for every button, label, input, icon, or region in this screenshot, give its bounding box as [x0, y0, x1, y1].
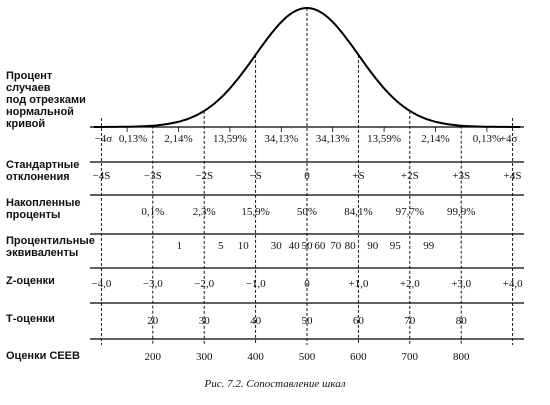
label-cumulative-percents: Накопленные проценты — [6, 197, 81, 221]
sd-label: +S — [352, 170, 364, 182]
ceeb-score-label: 600 — [350, 351, 367, 363]
label-z-scores: Z-оценки — [6, 275, 55, 287]
percentile-label: 10 — [238, 240, 250, 252]
z-score-label: −3,0 — [143, 278, 163, 290]
z-score-label: −2,0 — [194, 278, 214, 290]
ceeb-score-label: 500 — [299, 351, 316, 363]
z-score-label: 0 — [304, 278, 310, 290]
cumulative-label: 50% — [297, 206, 317, 218]
segment-percent-label: 0,13% — [473, 133, 501, 145]
cumulative-label: 97,7% — [396, 206, 424, 218]
t-score-label: 70 — [404, 315, 416, 327]
cumulative-label: 15,9% — [241, 206, 269, 218]
sd-label: −4S — [92, 170, 110, 182]
ceeb-score-label: 200 — [145, 351, 162, 363]
segment-percent-label: 2,14% — [421, 133, 449, 145]
z-score-label: −4,0 — [91, 278, 111, 290]
percentile-label: 60 — [314, 240, 326, 252]
segment-percent-label: 34,13% — [264, 133, 298, 145]
t-score-label: 60 — [353, 315, 365, 327]
percentile-label: 50 — [302, 240, 314, 252]
label-percentile-equivalents: Процентильные эквиваленты — [6, 235, 95, 259]
sigma-end-right-label: +4σ — [500, 133, 518, 145]
t-score-label: 80 — [456, 315, 468, 327]
t-score-label: 50 — [302, 315, 314, 327]
sd-label: +4S — [504, 170, 522, 182]
figure-caption: Рис. 7.2. Сопоставление шкал — [204, 378, 346, 390]
sd-label: +2S — [401, 170, 419, 182]
sd-label: +3S — [452, 170, 470, 182]
cumulative-label: 84,1% — [344, 206, 372, 218]
segment-percent-label: 2,14% — [164, 133, 192, 145]
sigma-end-left-label: −4σ — [95, 133, 113, 145]
segment-percent-label: 0,13% — [119, 133, 147, 145]
percentile-label: 5 — [218, 240, 224, 252]
label-percent-under-curve: Процент случаев под отрезками нормальной… — [6, 70, 86, 130]
ceeb-score-label: 800 — [453, 351, 470, 363]
sd-label: −2S — [195, 170, 213, 182]
percentile-label: 80 — [345, 240, 357, 252]
percentile-label: 30 — [271, 240, 283, 252]
ceeb-score-label: 300 — [196, 351, 213, 363]
percentile-label: 40 — [289, 240, 301, 252]
percentile-label: 1 — [176, 240, 182, 252]
t-score-label: 20 — [147, 315, 159, 327]
cumulative-label: 2,3% — [193, 206, 216, 218]
segment-percent-label: 13,59% — [367, 133, 401, 145]
label-t-scores: Т-оценки — [6, 313, 55, 325]
z-score-label: +1,0 — [348, 278, 368, 290]
ceeb-score-label: 400 — [247, 351, 264, 363]
label-standard-deviations: Стандартные отклонения — [6, 159, 80, 183]
sd-label: −S — [249, 170, 261, 182]
segment-percent-label: 34,13% — [316, 133, 350, 145]
ceeb-score-label: 700 — [402, 351, 419, 363]
percentile-label: 70 — [330, 240, 342, 252]
sd-label: −3S — [144, 170, 162, 182]
z-score-label: +2,0 — [400, 278, 420, 290]
label-ceeb-scores: Оценки СЕЕВ — [6, 350, 80, 362]
z-score-label: −1,0 — [246, 278, 266, 290]
sd-label: 0 — [304, 170, 310, 182]
t-score-label: 40 — [250, 315, 262, 327]
z-score-label: +3,0 — [451, 278, 471, 290]
cumulative-label: 0,1% — [141, 206, 164, 218]
percentile-label: 95 — [390, 240, 402, 252]
percentile-label: 99 — [423, 240, 435, 252]
cumulative-label: 99,9% — [447, 206, 475, 218]
segment-percent-label: 13,59% — [213, 133, 247, 145]
percentile-label: 90 — [367, 240, 379, 252]
z-score-label: +4,0 — [503, 278, 523, 290]
t-score-label: 30 — [199, 315, 211, 327]
